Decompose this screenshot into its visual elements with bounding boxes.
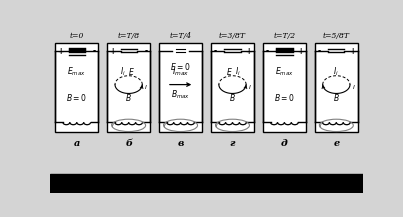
Text: $I_{max}$: $I_{max}$ (172, 66, 189, 78)
Text: $B$: $B$ (333, 92, 340, 103)
Text: $I_i$: $I_i$ (120, 65, 126, 77)
Bar (159, 43, 202, 132)
Text: е: е (333, 139, 339, 148)
Text: +: + (58, 47, 64, 56)
Text: $I$: $I$ (351, 83, 355, 91)
Text: t=5/8T: t=5/8T (323, 32, 350, 40)
Text: $E=0$: $E=0$ (170, 61, 191, 72)
Text: -: - (93, 47, 96, 56)
Text: -: - (318, 47, 320, 56)
Text: +: + (297, 47, 303, 56)
Text: б: б (125, 139, 132, 148)
Text: $I_i$: $I_i$ (235, 65, 241, 77)
Text: $B_{max}$: $B_{max}$ (171, 89, 190, 101)
Text: $I$: $I$ (248, 83, 251, 91)
Text: t=T/4: t=T/4 (170, 32, 192, 40)
Bar (56, 43, 98, 132)
Text: -: - (214, 47, 217, 56)
Text: $B=0$: $B=0$ (66, 92, 87, 103)
Text: +: + (349, 47, 355, 56)
Text: $E_{max}$: $E_{max}$ (67, 65, 86, 77)
Text: а: а (73, 139, 80, 148)
Text: г: г (230, 139, 235, 148)
Text: +: + (110, 47, 116, 56)
Text: t=0: t=0 (70, 32, 84, 40)
Text: $B$: $B$ (229, 92, 236, 103)
Text: +: + (245, 47, 251, 56)
Text: д: д (281, 139, 288, 148)
Text: t=T/8: t=T/8 (118, 32, 140, 40)
Text: -: - (145, 47, 147, 56)
Text: -: - (266, 47, 268, 56)
Text: $E_{max}$: $E_{max}$ (275, 65, 294, 77)
Text: $E$: $E$ (128, 66, 134, 77)
Text: $I_i$: $I_i$ (334, 65, 339, 77)
Text: $I$: $I$ (144, 83, 147, 91)
Bar (107, 43, 150, 132)
Text: t=3/8T: t=3/8T (219, 32, 246, 40)
Text: t=T/2: t=T/2 (273, 32, 295, 40)
Bar (211, 43, 254, 132)
Bar (263, 43, 306, 132)
Text: $B=0$: $B=0$ (274, 92, 295, 103)
Text: в: в (177, 139, 184, 148)
Bar (315, 43, 358, 132)
Text: $E$: $E$ (226, 66, 233, 77)
Bar (50, 174, 363, 193)
Text: $B$: $B$ (125, 92, 132, 103)
